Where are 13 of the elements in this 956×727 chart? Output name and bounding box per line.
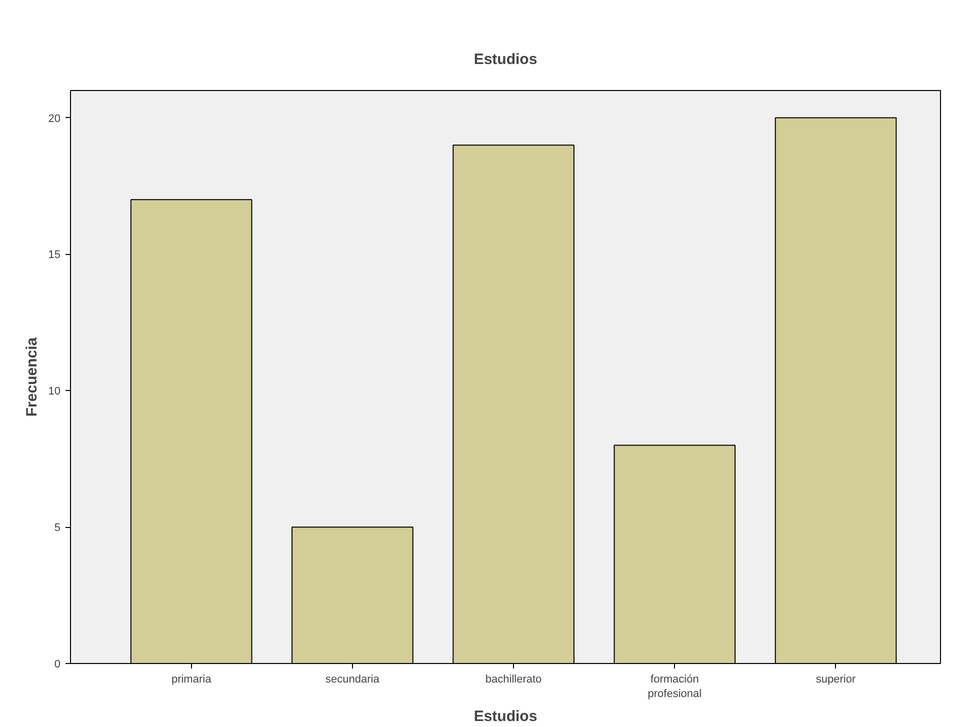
y-tick-label: 15 <box>48 249 61 262</box>
y-tick-label: 10 <box>48 386 61 398</box>
x-tick-label: secundaria <box>326 674 380 686</box>
x-tick-label: bachillerato <box>485 674 542 686</box>
y-axis-title: Frecuencia <box>23 336 40 417</box>
x-tick-label: formación profesional <box>648 674 702 700</box>
x-axis-title: Estudios <box>474 708 538 725</box>
chart-title: Estudios <box>474 51 538 68</box>
y-tick-label: 5 <box>54 522 61 534</box>
y-tick-label: 20 <box>48 112 61 125</box>
x-tick-label: superior <box>816 674 856 686</box>
x-tick-label: primaria <box>171 674 212 686</box>
y-tick-label: 0 <box>54 658 61 670</box>
